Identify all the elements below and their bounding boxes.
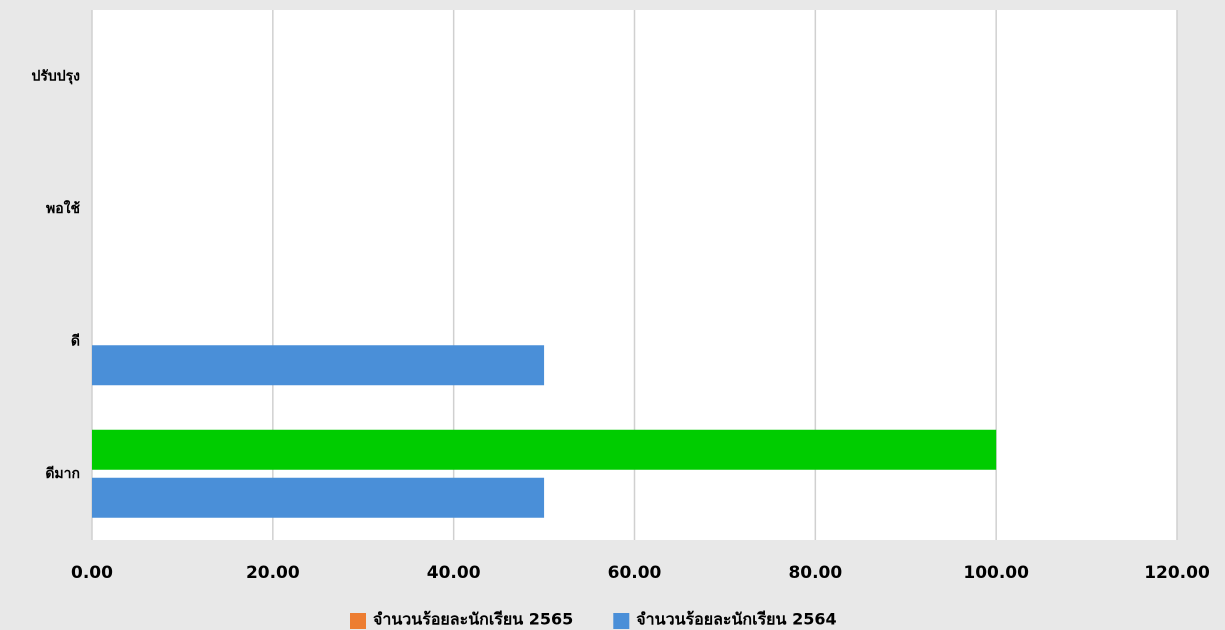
y-tick-label: ดี [71, 333, 80, 349]
legend-label: จำนวนร้อยละนักเรียน 2564 [636, 610, 836, 629]
y-tick-label: ดีมาก [45, 466, 80, 482]
y-tick-label: พอใช้ [46, 199, 80, 217]
y-tick-label: ปรับปรุง [31, 68, 80, 84]
x-tick-label: 20.00 [246, 563, 300, 583]
x-tick-label: 120.00 [1144, 563, 1210, 583]
x-tick-label: 100.00 [963, 563, 1029, 583]
legend-swatch [350, 613, 366, 629]
legend-label: จำนวนร้อยละนักเรียน 2565 [373, 610, 573, 629]
x-tick-label: 40.00 [427, 563, 481, 583]
x-tick-label: 60.00 [608, 563, 662, 583]
x-tick-label: 80.00 [788, 563, 842, 583]
bar [92, 345, 545, 386]
x-tick-label: 0.00 [71, 563, 113, 583]
bar [92, 429, 997, 470]
legend-swatch [613, 613, 630, 629]
bar [92, 477, 545, 518]
